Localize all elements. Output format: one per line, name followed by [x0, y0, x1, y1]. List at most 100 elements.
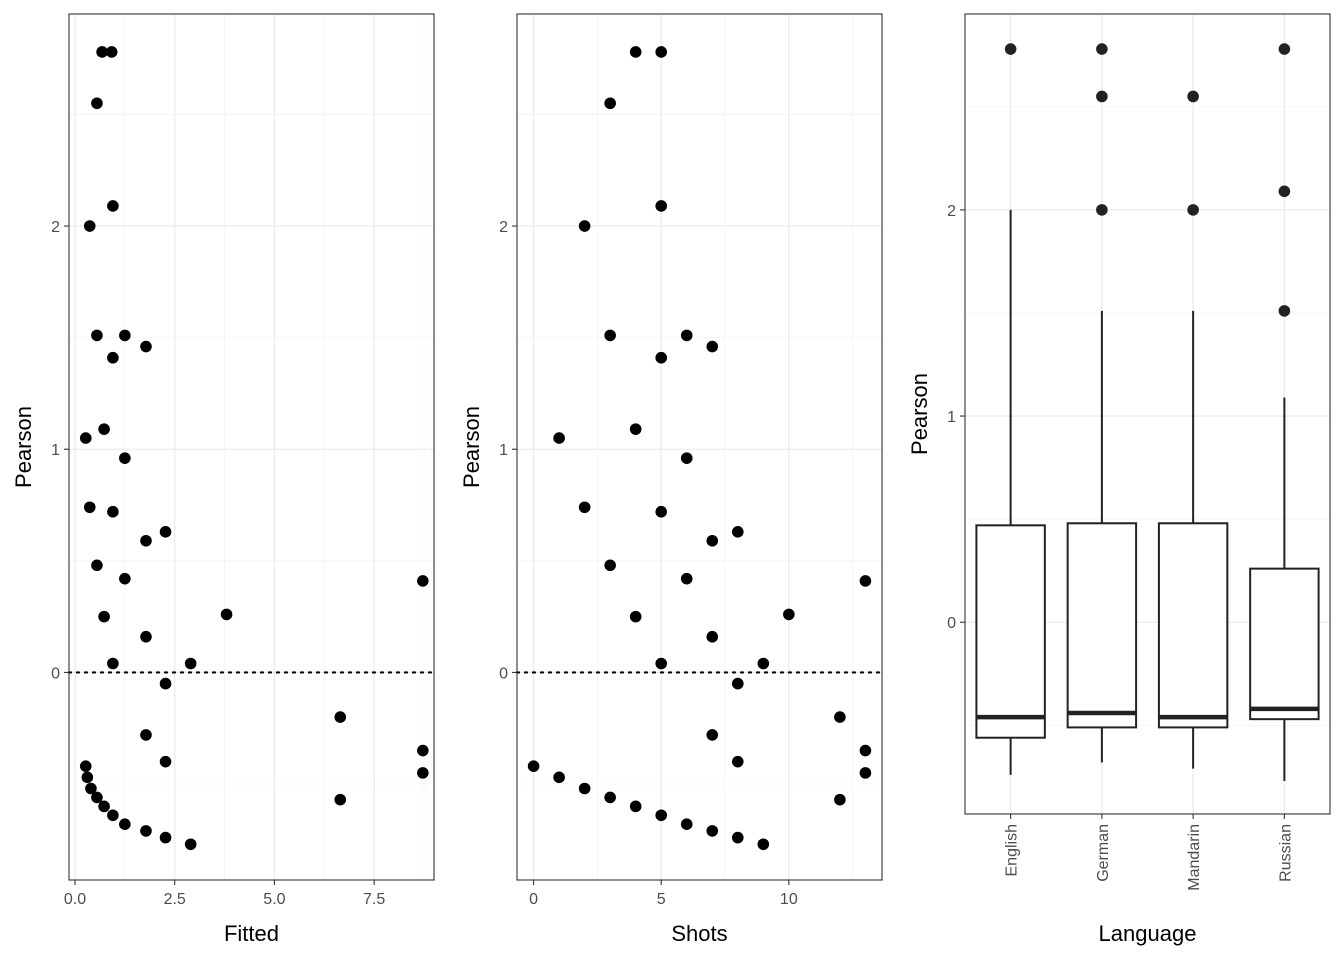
data-point	[655, 809, 668, 822]
data-point	[680, 818, 693, 831]
data-point	[553, 432, 565, 444]
iqr-box	[1157, 522, 1229, 729]
data-point	[83, 220, 96, 232]
data-point	[85, 782, 97, 795]
outlier-point	[1096, 90, 1108, 103]
language-boxplot-panel: 0 1 2 English German Mandarin Russian Language…	[907, 13, 1331, 946]
data-point	[553, 771, 565, 784]
data-point	[91, 97, 103, 110]
y-axis-title: Pearson	[11, 406, 36, 488]
shots-scatter-panel: 0 1 2 0 5 10 Shots Pearson	[459, 13, 884, 946]
data-point	[680, 572, 693, 585]
axis-ticks: 0 1 2 0 5 10	[499, 219, 798, 908]
x-tick-label: German	[1095, 824, 1112, 882]
boxplot-russian	[1249, 43, 1320, 782]
panel-border	[68, 13, 435, 881]
data-point	[107, 505, 119, 518]
data-point	[119, 572, 131, 585]
iqr-box	[1066, 522, 1138, 729]
data-point	[140, 825, 152, 837]
data-point	[159, 677, 172, 690]
panel-border	[516, 13, 883, 881]
data-point	[706, 340, 719, 353]
data-point	[140, 534, 152, 547]
y-tick-label: 0	[51, 665, 60, 682]
data-point	[107, 809, 119, 822]
data-point	[655, 657, 668, 670]
y-tick-label: 1	[51, 442, 60, 459]
y-tick-label: 2	[51, 219, 60, 236]
data-point	[706, 534, 719, 547]
outlier-point	[1278, 43, 1291, 55]
y-axis-title: Pearson	[459, 406, 484, 488]
data-point	[107, 200, 119, 212]
data-point	[91, 791, 103, 804]
data-point	[859, 575, 872, 587]
data-point	[334, 793, 347, 806]
data-point	[706, 630, 719, 643]
y-tick-label: 2	[947, 203, 956, 220]
data-point	[334, 711, 347, 723]
y-tick-label: 0	[947, 615, 956, 632]
outlier-point	[1187, 90, 1199, 103]
data-point	[119, 329, 131, 342]
data-point	[629, 423, 642, 435]
panel-border	[964, 13, 1331, 815]
data-point	[859, 744, 872, 757]
data-point	[604, 329, 616, 342]
y-tick-label: 1	[947, 409, 956, 426]
boxplot-english	[975, 43, 1046, 775]
data-point	[417, 767, 429, 779]
y-tick-label: 0	[499, 665, 508, 682]
boxplot-mandarin	[1157, 90, 1229, 769]
iqr-box	[1249, 567, 1320, 721]
data-point	[655, 505, 668, 518]
data-point	[105, 46, 118, 58]
data-point	[98, 423, 110, 435]
data-point	[604, 559, 616, 572]
x-tick-label: 10	[780, 891, 798, 908]
data-point	[578, 220, 591, 232]
axis-ticks: 0 1 2 English German Mandarin Russian	[947, 203, 1294, 891]
data-point	[184, 838, 197, 851]
boxplot-german	[1066, 43, 1138, 763]
x-axis-title: Language	[1099, 921, 1197, 946]
x-tick-label: 0.0	[64, 891, 86, 908]
data-point	[159, 755, 172, 768]
outlier-point	[1187, 204, 1199, 216]
x-tick-label: 5.0	[263, 891, 285, 908]
data-point	[834, 793, 846, 806]
data-points	[79, 46, 429, 851]
data-point	[119, 452, 131, 464]
x-tick-label: 2.5	[164, 891, 186, 908]
data-point	[731, 755, 744, 768]
x-tick-label: 5	[657, 891, 666, 908]
data-point	[783, 608, 795, 621]
grid-lines	[517, 14, 882, 880]
data-point	[731, 526, 744, 538]
data-point	[91, 559, 103, 572]
data-points	[527, 46, 872, 851]
data-point	[81, 771, 94, 784]
data-point	[96, 46, 108, 58]
x-tick-label: 0	[529, 891, 538, 908]
x-tick-label: Mandarin	[1186, 824, 1203, 891]
data-point	[159, 526, 172, 538]
data-point	[731, 831, 744, 844]
data-point	[98, 800, 110, 813]
data-point	[680, 452, 693, 464]
x-axis-title: Shots	[671, 921, 727, 946]
data-point	[140, 630, 152, 643]
data-point	[527, 760, 540, 772]
data-point	[220, 608, 233, 621]
data-point	[629, 800, 642, 813]
data-point	[604, 97, 616, 110]
data-point	[731, 677, 744, 690]
data-point	[680, 329, 693, 342]
x-tick-label: Russian	[1277, 824, 1294, 882]
y-tick-label: 2	[499, 219, 508, 236]
boxplots	[975, 43, 1320, 782]
outlier-point	[1004, 43, 1017, 55]
outlier-point	[1096, 204, 1108, 216]
